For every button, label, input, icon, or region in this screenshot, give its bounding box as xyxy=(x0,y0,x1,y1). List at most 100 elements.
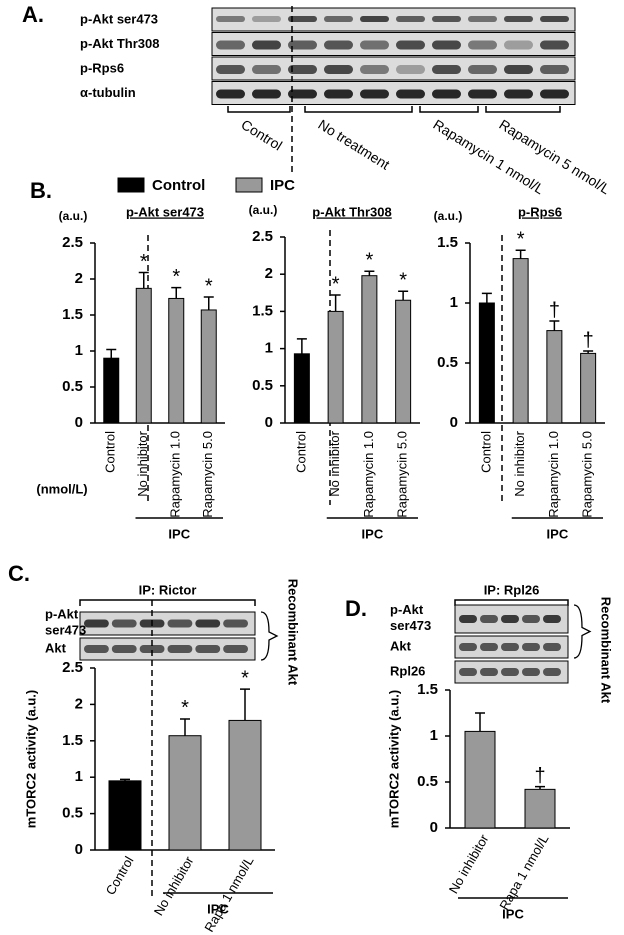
x-tick-label: Rapamycin 1.0 xyxy=(168,431,183,518)
y-tick-label: 0 xyxy=(450,414,458,431)
group-label: IPC xyxy=(168,526,190,541)
y-tick-label: 0.5 xyxy=(417,773,438,790)
significance-mark: * xyxy=(140,251,148,273)
blot-band xyxy=(288,89,317,99)
group-bracket xyxy=(419,106,479,113)
blot-band xyxy=(360,40,389,50)
error-bar xyxy=(296,338,307,354)
legend-swatch xyxy=(235,177,263,193)
x-tick-label: No inhibitor xyxy=(512,430,527,496)
blot-band xyxy=(84,645,109,653)
blot-band xyxy=(360,89,389,99)
blot-strip xyxy=(211,81,576,105)
blot-strip xyxy=(211,56,576,81)
y-tick-label: 1 xyxy=(265,340,273,357)
y-tick-label: 2.5 xyxy=(252,228,273,245)
blot-band xyxy=(324,89,353,99)
x-tick-label: No inhibitor xyxy=(327,430,342,496)
blot-band xyxy=(540,89,569,99)
bar xyxy=(168,735,202,851)
significance-mark: * xyxy=(241,667,249,689)
chart-title: p-Akt Thr308 xyxy=(312,204,391,219)
panel-label: C. xyxy=(8,561,30,586)
blot-band xyxy=(139,645,165,653)
x-tick-label: Control xyxy=(478,431,493,473)
blot-band xyxy=(468,65,497,74)
legend-swatch xyxy=(117,177,145,193)
blot-band xyxy=(252,65,281,74)
blot-band xyxy=(360,16,389,22)
y-axis-label: (a.u.) xyxy=(59,209,88,223)
x-tick-label: No inhibitor xyxy=(446,831,492,896)
x-tick-label: Rapamycin 5.0 xyxy=(580,431,595,518)
significance-mark: * xyxy=(365,250,373,272)
y-tick-label: 0 xyxy=(430,819,438,836)
blot-band xyxy=(432,16,461,22)
bar xyxy=(361,275,378,424)
x-tick-label: Rapa 1 nmol/L xyxy=(201,854,256,935)
y-axis-label: (a.u.) xyxy=(434,209,463,223)
blot-band xyxy=(252,89,281,99)
group-bracket xyxy=(304,106,413,113)
bar xyxy=(168,297,185,424)
bar xyxy=(580,352,597,424)
blot-band xyxy=(540,40,569,50)
x-tick-label: Control xyxy=(103,431,118,473)
significance-mark: † xyxy=(583,329,594,351)
blot-band xyxy=(504,89,533,99)
bar xyxy=(293,353,310,424)
error-bar xyxy=(398,290,409,301)
error-bar xyxy=(583,350,594,354)
error-bar xyxy=(549,320,560,331)
error-bar xyxy=(171,286,182,299)
x-tick-label: Control xyxy=(293,431,308,473)
ip-label: IP: Rictor xyxy=(139,582,197,597)
error-bar xyxy=(535,785,545,790)
significance-mark: † xyxy=(534,765,545,787)
panel-label: D. xyxy=(345,596,367,621)
blot-band xyxy=(396,89,425,99)
y-tick-label: 0.5 xyxy=(437,354,458,371)
x-tick-label: No inhibitor xyxy=(151,853,197,918)
bar xyxy=(327,310,344,424)
blot-band xyxy=(167,619,193,628)
legend-label: IPC xyxy=(270,177,295,194)
blot-row-label: α-tubulin xyxy=(80,85,136,100)
y-tick-label: 0.5 xyxy=(252,377,273,394)
blot-band xyxy=(324,16,353,22)
x-tick-label: Rapamycin 5.0 xyxy=(395,431,410,518)
blot-band xyxy=(195,645,221,653)
chart-title: p-Akt ser473 xyxy=(126,204,204,219)
bar xyxy=(512,258,529,424)
x-tick-label: Rapamycin 1.0 xyxy=(546,431,561,518)
blot-row-label: p-Akt Thr308 xyxy=(80,36,159,51)
blot-band xyxy=(432,65,461,74)
blot-row-label: p-Rps6 xyxy=(80,60,124,75)
group-label: No treatment xyxy=(315,116,392,173)
bar xyxy=(228,719,262,851)
blot-band xyxy=(167,645,193,653)
error-bar xyxy=(106,348,117,359)
significance-mark: * xyxy=(517,228,525,250)
blot-band xyxy=(504,40,533,50)
y-tick-label: 1 xyxy=(75,342,83,359)
significance-mark: † xyxy=(549,299,560,321)
blot-band xyxy=(522,668,540,676)
error-bar xyxy=(138,271,149,289)
blot-band xyxy=(252,40,281,50)
y-tick-label: 1.5 xyxy=(437,234,458,251)
blot-band xyxy=(504,65,533,74)
side-brace xyxy=(260,611,279,661)
error-bar xyxy=(515,249,526,259)
significance-mark: * xyxy=(181,697,189,719)
bar xyxy=(546,330,563,424)
bar xyxy=(200,309,217,424)
significance-mark: * xyxy=(332,273,340,295)
group-label: Control xyxy=(238,116,285,153)
significance-mark: * xyxy=(399,270,407,292)
blot-band xyxy=(432,40,461,50)
group-label: Rapamycin 5 nmol/L xyxy=(496,116,613,197)
blot-band xyxy=(396,40,425,50)
ip-brace xyxy=(454,599,569,606)
x-tick-label: Control xyxy=(103,854,137,898)
